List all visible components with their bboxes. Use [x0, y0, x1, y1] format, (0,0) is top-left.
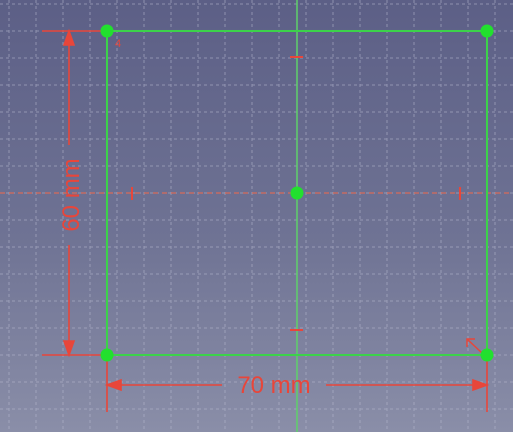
dimension-vertical[interactable] [42, 28, 107, 358]
dimension-horizontal-arrow-right [472, 378, 490, 392]
dimension-horizontal-label[interactable]: 70 mm [237, 372, 310, 399]
rectangle-vertex-bottom-left[interactable] [100, 348, 114, 362]
rectangle-vertex-top-right[interactable] [480, 24, 494, 38]
constraint-marker-label: 4 [115, 38, 121, 50]
rectangle-vertex-bottom-right[interactable] [480, 348, 494, 362]
sketch-origin-point[interactable] [290, 186, 304, 200]
dimension-horizontal-arrow-left [104, 378, 122, 392]
dimension-horizontal[interactable] [104, 355, 490, 412]
arrow-cursor-icon [466, 338, 483, 354]
rectangle-vertex-top-left[interactable] [100, 24, 114, 38]
dimension-vertical-arrow-bottom [62, 340, 76, 358]
dimension-vertical-arrow-top [62, 28, 76, 46]
dimension-vertical-label[interactable]: 60 mm [58, 158, 85, 231]
